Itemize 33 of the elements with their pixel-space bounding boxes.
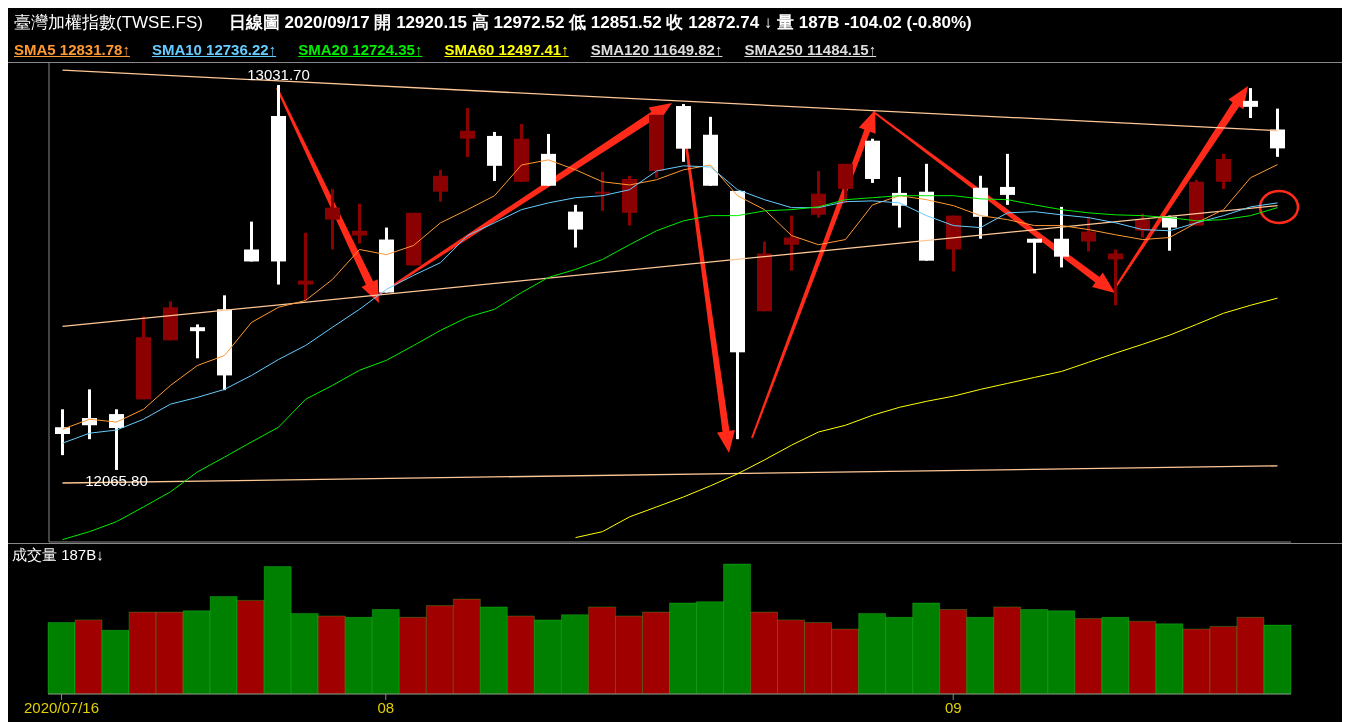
text: SMA250 11484.15↑ xyxy=(744,40,877,58)
candlestick xyxy=(1081,215,1096,252)
candlestick xyxy=(1000,152,1015,205)
candlestick xyxy=(433,168,448,202)
candlestick xyxy=(460,108,475,159)
candlestick xyxy=(1216,152,1231,189)
candlestick xyxy=(568,203,583,248)
candlestick xyxy=(1054,205,1069,268)
candlestick xyxy=(190,324,205,359)
x-tick-label: 09 xyxy=(944,698,962,716)
text: SMA20 12724.35↑ xyxy=(298,40,423,58)
text: SMA60 12497.41↑ xyxy=(444,40,569,58)
text: SMA10 12736.22↑ xyxy=(151,40,277,58)
annotation: 13031.70 xyxy=(247,66,310,84)
candlestick xyxy=(1108,249,1123,306)
candlestick xyxy=(1270,108,1285,157)
x-tick-label: 08 xyxy=(377,698,395,716)
candlestick xyxy=(352,203,367,244)
candlestick xyxy=(811,170,826,218)
text: SMA120 11649.82↑ xyxy=(590,40,723,58)
candlestick xyxy=(55,409,70,457)
candlestick xyxy=(595,170,610,211)
candlestick xyxy=(325,187,340,250)
candlestick xyxy=(784,215,799,271)
x-tick-label: 2020/07/16 xyxy=(23,698,100,716)
text: SMA5 12831.78↑ xyxy=(14,40,130,58)
chart-title: 臺灣加權指數(TWSE.FS) xyxy=(14,11,203,34)
candlestick xyxy=(1027,238,1042,274)
chart-title: 成交量 187B↓ xyxy=(12,546,104,565)
candlestick xyxy=(1243,88,1258,118)
candlestick xyxy=(298,231,313,301)
candlestick xyxy=(244,221,259,262)
chart-subtitle: 日線圖 2020/09/17 開 12920.15 高 12972.52 低 12851.52 收 12872.74 ↓ 量 187B -104.02 (-0.80%) xyxy=(228,11,972,34)
